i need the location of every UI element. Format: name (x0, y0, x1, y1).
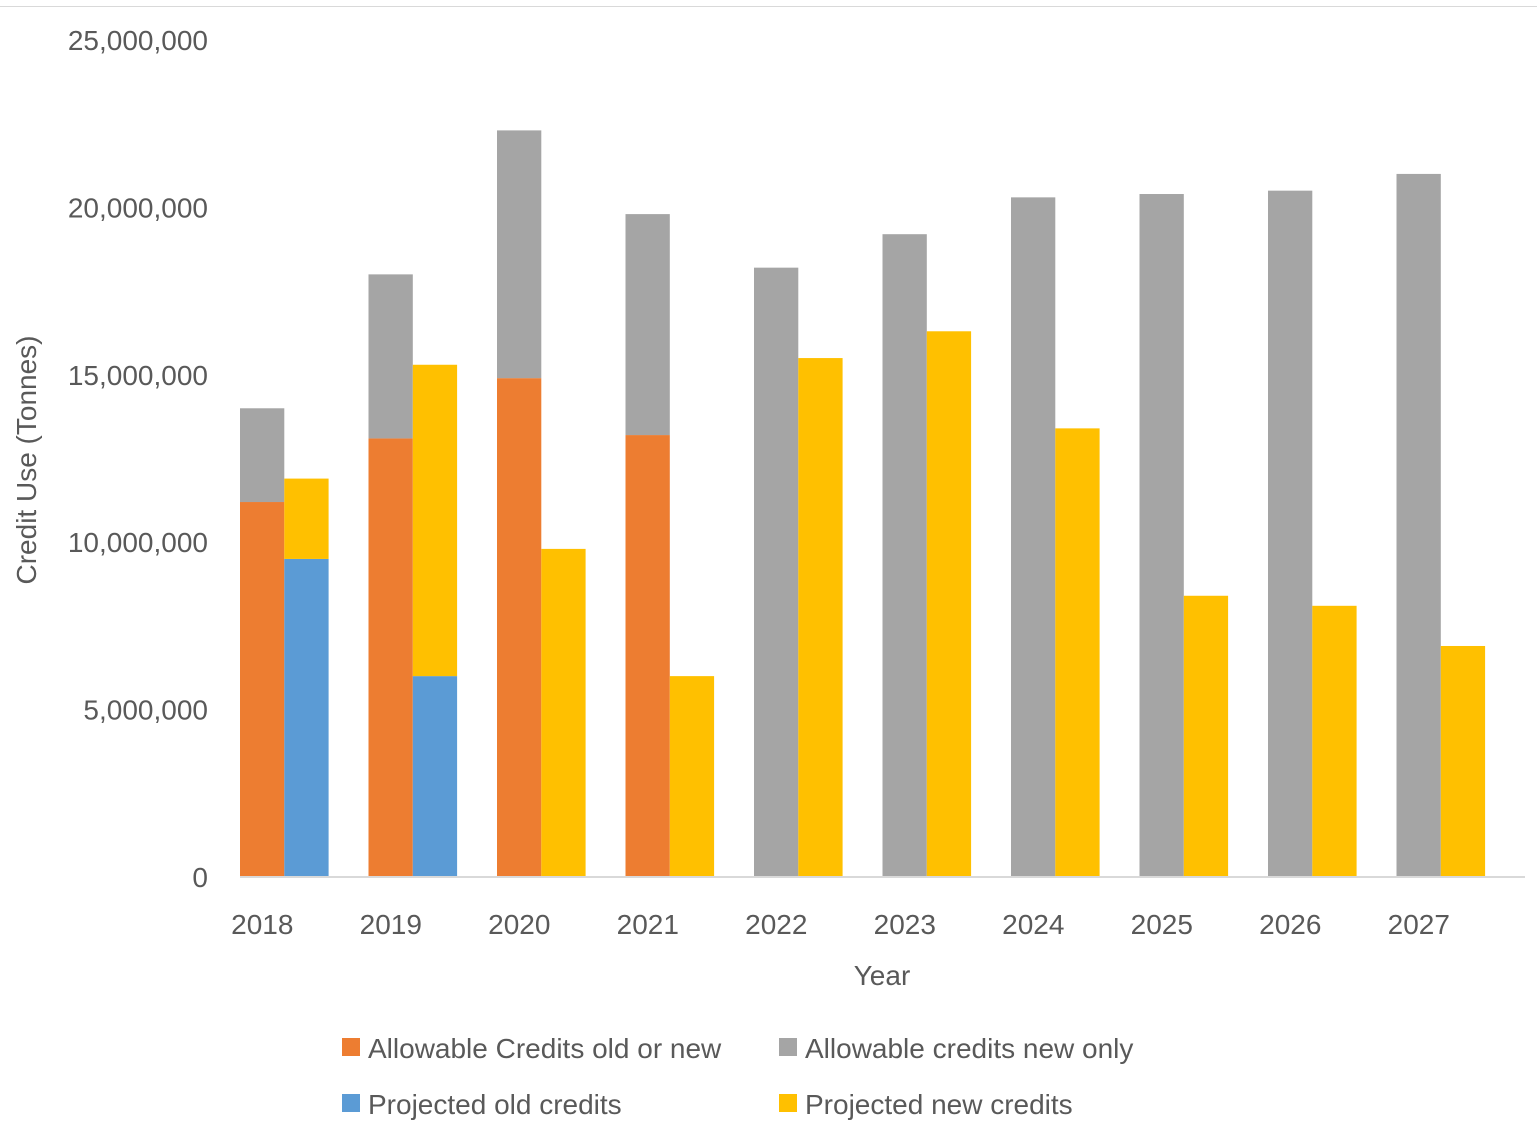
bar-segment (1055, 428, 1100, 877)
legend-swatch (779, 1038, 797, 1056)
bar-segment (240, 502, 285, 877)
y-tick-label: 20,000,000 (68, 192, 208, 223)
y-tick-label: 15,000,000 (68, 360, 208, 391)
x-tick-label: 2022 (745, 909, 807, 940)
legend-swatch (779, 1094, 797, 1112)
bar-segment (284, 558, 329, 877)
bar-segment (368, 438, 413, 877)
x-tick-label: 2019 (360, 909, 422, 940)
bar-segment (754, 267, 799, 877)
y-tick-label: 0 (192, 862, 208, 893)
bar-segment (284, 478, 329, 559)
x-axis-ticks: 2018 2019 2020 2021 2022 2023 2024 2025 2026 2027 (231, 909, 1450, 940)
y-tick-label: 25,000,000 (68, 25, 208, 56)
x-tick-label: 2020 (488, 909, 550, 940)
bars (240, 130, 1486, 878)
legend-label: Projected old credits (368, 1089, 622, 1120)
bar-segment (1268, 190, 1313, 877)
bar-segment (541, 548, 586, 877)
bar-segment (798, 358, 843, 877)
x-tick-label: 2026 (1259, 909, 1321, 940)
legend-swatch (342, 1094, 360, 1112)
x-tick-label: 2024 (1002, 909, 1064, 940)
bar-segment (240, 408, 285, 503)
bar-segment (412, 676, 458, 877)
x-tick-label: 2018 (231, 909, 293, 940)
y-tick-label: 5,000,000 (83, 695, 208, 726)
legend-label: Allowable credits new only (805, 1033, 1133, 1064)
x-tick-label: 2027 (1388, 909, 1450, 940)
bar-segment (625, 214, 670, 436)
x-tick-label: 2021 (617, 909, 679, 940)
y-axis-ticks: 0 5,000,000 10,000,000 15,000,000 20,000,000… (68, 25, 208, 893)
x-tick-label: 2025 (1131, 909, 1193, 940)
x-tick-label: 2023 (874, 909, 936, 940)
y-axis-label: Credit Use (Tonnes) (11, 336, 42, 585)
bar-segment (1440, 645, 1486, 877)
bar-segment (412, 364, 458, 677)
bar-segment (625, 435, 670, 877)
top-border (0, 6, 1537, 7)
bar-segment (669, 676, 715, 877)
bar-segment (1183, 595, 1229, 877)
y-tick-label: 10,000,000 (68, 527, 208, 558)
bar-segment (1011, 197, 1056, 877)
legend-label: Allowable Credits old or new (368, 1033, 722, 1064)
bar-segment (882, 234, 927, 877)
legend: Allowable Credits old or new Allowable cr… (342, 1033, 1133, 1120)
bar-segment (497, 130, 542, 379)
x-axis-label: Year (854, 960, 911, 991)
legend-swatch (342, 1038, 360, 1056)
bar-segment (1139, 194, 1184, 877)
bar-segment (368, 274, 413, 439)
bar-segment (926, 331, 972, 877)
bar-segment (1396, 173, 1441, 878)
bar-segment (497, 378, 542, 877)
legend-label: Projected new credits (805, 1089, 1073, 1120)
bar-segment (1312, 605, 1357, 877)
